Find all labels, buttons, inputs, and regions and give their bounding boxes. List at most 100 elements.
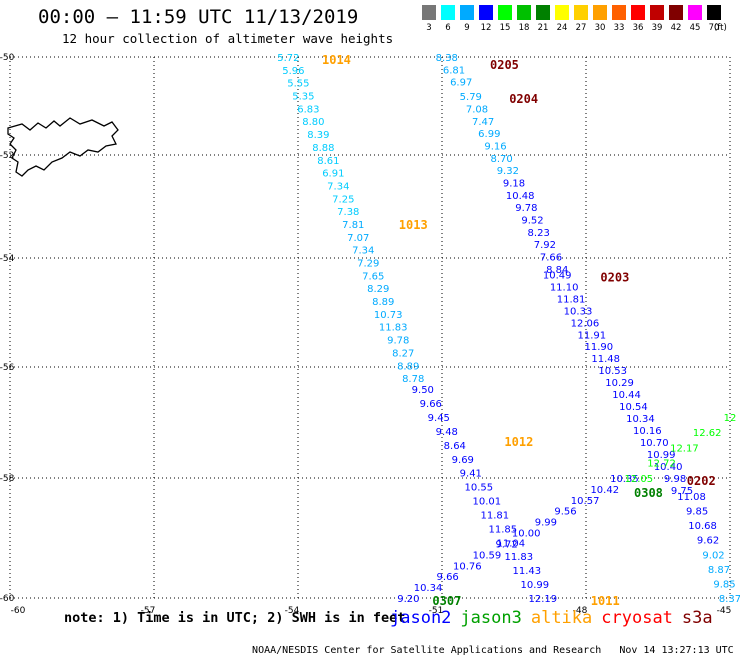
swh-value: 9.78 bbox=[387, 336, 409, 347]
swh-value: 11.43 bbox=[512, 566, 541, 577]
swh-value: 8.84 bbox=[546, 265, 568, 276]
swh-value: 10.29 bbox=[605, 378, 634, 389]
legend-label-36: 36 bbox=[632, 23, 644, 33]
legend-label-21: 21 bbox=[537, 23, 549, 33]
legend-label-18: 18 bbox=[518, 23, 530, 33]
track-0308: 9.2010.349.6610.7610.599.7210.009.999.56… bbox=[397, 474, 638, 605]
legend-label-45: 45 bbox=[689, 23, 701, 33]
swh-value: 11.90 bbox=[584, 342, 613, 353]
legend-label-30: 30 bbox=[594, 23, 606, 33]
legend-label-9: 9 bbox=[464, 23, 470, 33]
swh-value: 8.89 bbox=[372, 297, 394, 308]
swh-value: 9.02 bbox=[702, 550, 724, 561]
swh-value: 9.56 bbox=[554, 507, 576, 518]
swh-value: 10.68 bbox=[688, 521, 717, 532]
lon-tick-label: -57 bbox=[141, 606, 156, 616]
swh-value: 7.65 bbox=[362, 271, 384, 282]
track-id-1013: 1013 bbox=[399, 218, 428, 232]
swh-value: 7.38 bbox=[337, 207, 359, 218]
legend-label-3: 3 bbox=[426, 23, 432, 33]
legend-label-6: 6 bbox=[445, 23, 451, 33]
swh-value: 8.29 bbox=[367, 284, 389, 295]
swh-value: 9.99 bbox=[535, 518, 557, 529]
swh-value: 9.50 bbox=[412, 385, 434, 396]
swh-value: 7.34 bbox=[352, 246, 374, 257]
track-id-0205: 0205 bbox=[490, 58, 519, 72]
footer-credit: NOAA/NESDIS Center for Satellite Applica… bbox=[240, 634, 740, 656]
swh-value: 11.85 bbox=[488, 524, 517, 535]
swh-value: 11.04 bbox=[496, 538, 525, 549]
swh-value: 7.08 bbox=[466, 105, 488, 116]
swh-value: 12.17 bbox=[670, 443, 699, 454]
track-0204: 5.79 7.087.476.99 9.168.709.32 9.1810.489.7… bbox=[460, 92, 569, 276]
swh-value: 5.79 bbox=[460, 92, 482, 103]
swh-value: 10.00 bbox=[512, 529, 541, 540]
lon-tick-label: -51 bbox=[429, 606, 444, 616]
swh-value: 5.55 bbox=[287, 79, 309, 90]
swh-value: 8.88 bbox=[312, 143, 334, 154]
track-id-1012: 1012 bbox=[504, 435, 533, 449]
swh-value: 8.37 bbox=[719, 594, 740, 605]
satellite-s3a: s3a bbox=[681, 608, 713, 628]
legend-swatch-3 bbox=[422, 5, 436, 20]
track-id-0203: 0203 bbox=[600, 270, 629, 284]
swh-value: 5.72 bbox=[277, 53, 299, 64]
swh-value: 9.16 bbox=[484, 142, 506, 153]
note-text: note: 1) Time is in UTC; 2) SWH is in fe… bbox=[64, 610, 406, 626]
swh-value: 10.01 bbox=[472, 497, 501, 508]
legend-swatch-21 bbox=[536, 5, 550, 20]
legend-label-39: 39 bbox=[651, 23, 663, 33]
swh-value: 9.48 bbox=[436, 427, 458, 438]
swh-value: 10.49 bbox=[543, 270, 572, 281]
swh-value: 10.33 bbox=[564, 306, 593, 317]
swh-value: 6.99 bbox=[478, 129, 500, 140]
legend-label-12: 12 bbox=[480, 23, 492, 33]
swh-value: 8.39 bbox=[307, 130, 329, 141]
legend-swatch-24 bbox=[555, 5, 569, 20]
swh-value: 8.78 bbox=[402, 374, 424, 385]
swh-value: 6.81 bbox=[443, 65, 465, 76]
track-0202: 11.08 9.85 10.68 9.62 9.02 8.87 9.85 8.37 bbox=[677, 492, 740, 605]
legend-label-42: 42 bbox=[670, 23, 682, 33]
track-0203: 10.4911.1011.8110.3312.0611.9111.9011.48… bbox=[543, 270, 693, 497]
swh-value: 7.07 bbox=[347, 233, 369, 244]
swh-value: 10.54 bbox=[619, 402, 648, 413]
swh-value: 10.48 bbox=[506, 191, 535, 202]
swh-value: 12.06 bbox=[571, 318, 600, 329]
credit-text: NOAA/NESDIS Center for Satellite Applica… bbox=[252, 645, 602, 656]
swh-value: 12.62 bbox=[693, 428, 722, 439]
satellite-jason2: jason2 bbox=[390, 608, 452, 628]
swh-value: 8.70 bbox=[491, 154, 513, 165]
swh-value: 12.72 bbox=[647, 459, 676, 470]
track-0205: 8.386.81 6.97 bbox=[436, 53, 473, 89]
track-id-0307: 0307 bbox=[432, 594, 461, 608]
swh-value: 10.99 bbox=[647, 450, 676, 461]
swh-value: 8.27 bbox=[392, 348, 414, 359]
swh-value: 10.73 bbox=[374, 310, 403, 321]
swh-value: 6.91 bbox=[322, 169, 344, 180]
swh-value: 7.47 bbox=[472, 117, 494, 128]
swh-value: 8.23 bbox=[528, 228, 550, 239]
legend-label-27: 27 bbox=[575, 23, 587, 33]
swh-value: 7.81 bbox=[342, 220, 364, 231]
legend-swatch-36 bbox=[631, 5, 645, 20]
track-id-0308: 0308 bbox=[634, 486, 663, 500]
swh-value: 9.45 bbox=[428, 413, 450, 424]
legend-label-33: 33 bbox=[613, 23, 625, 33]
legend-swatch-27 bbox=[574, 5, 588, 20]
swh-value: 10.40 bbox=[654, 462, 683, 473]
swh-value: 11.91 bbox=[578, 330, 607, 341]
legend-swatch-33 bbox=[612, 5, 626, 20]
track-id-1011: 1011 bbox=[591, 594, 620, 608]
satellite-cryosat: cryosat bbox=[601, 608, 673, 628]
swh-value: 9.62 bbox=[697, 536, 719, 547]
lat-tick-label: -50 bbox=[0, 53, 15, 63]
swh-value: 9.66 bbox=[437, 572, 459, 583]
swh-value: 9.75 bbox=[671, 486, 693, 497]
swh-value: 11.81 bbox=[557, 294, 586, 305]
legend-swatch-6 bbox=[441, 5, 455, 20]
track-id-1014: 1014 bbox=[322, 53, 351, 67]
swh-value: 10.34 bbox=[414, 583, 443, 594]
swh-value: 9.69 bbox=[452, 455, 474, 466]
